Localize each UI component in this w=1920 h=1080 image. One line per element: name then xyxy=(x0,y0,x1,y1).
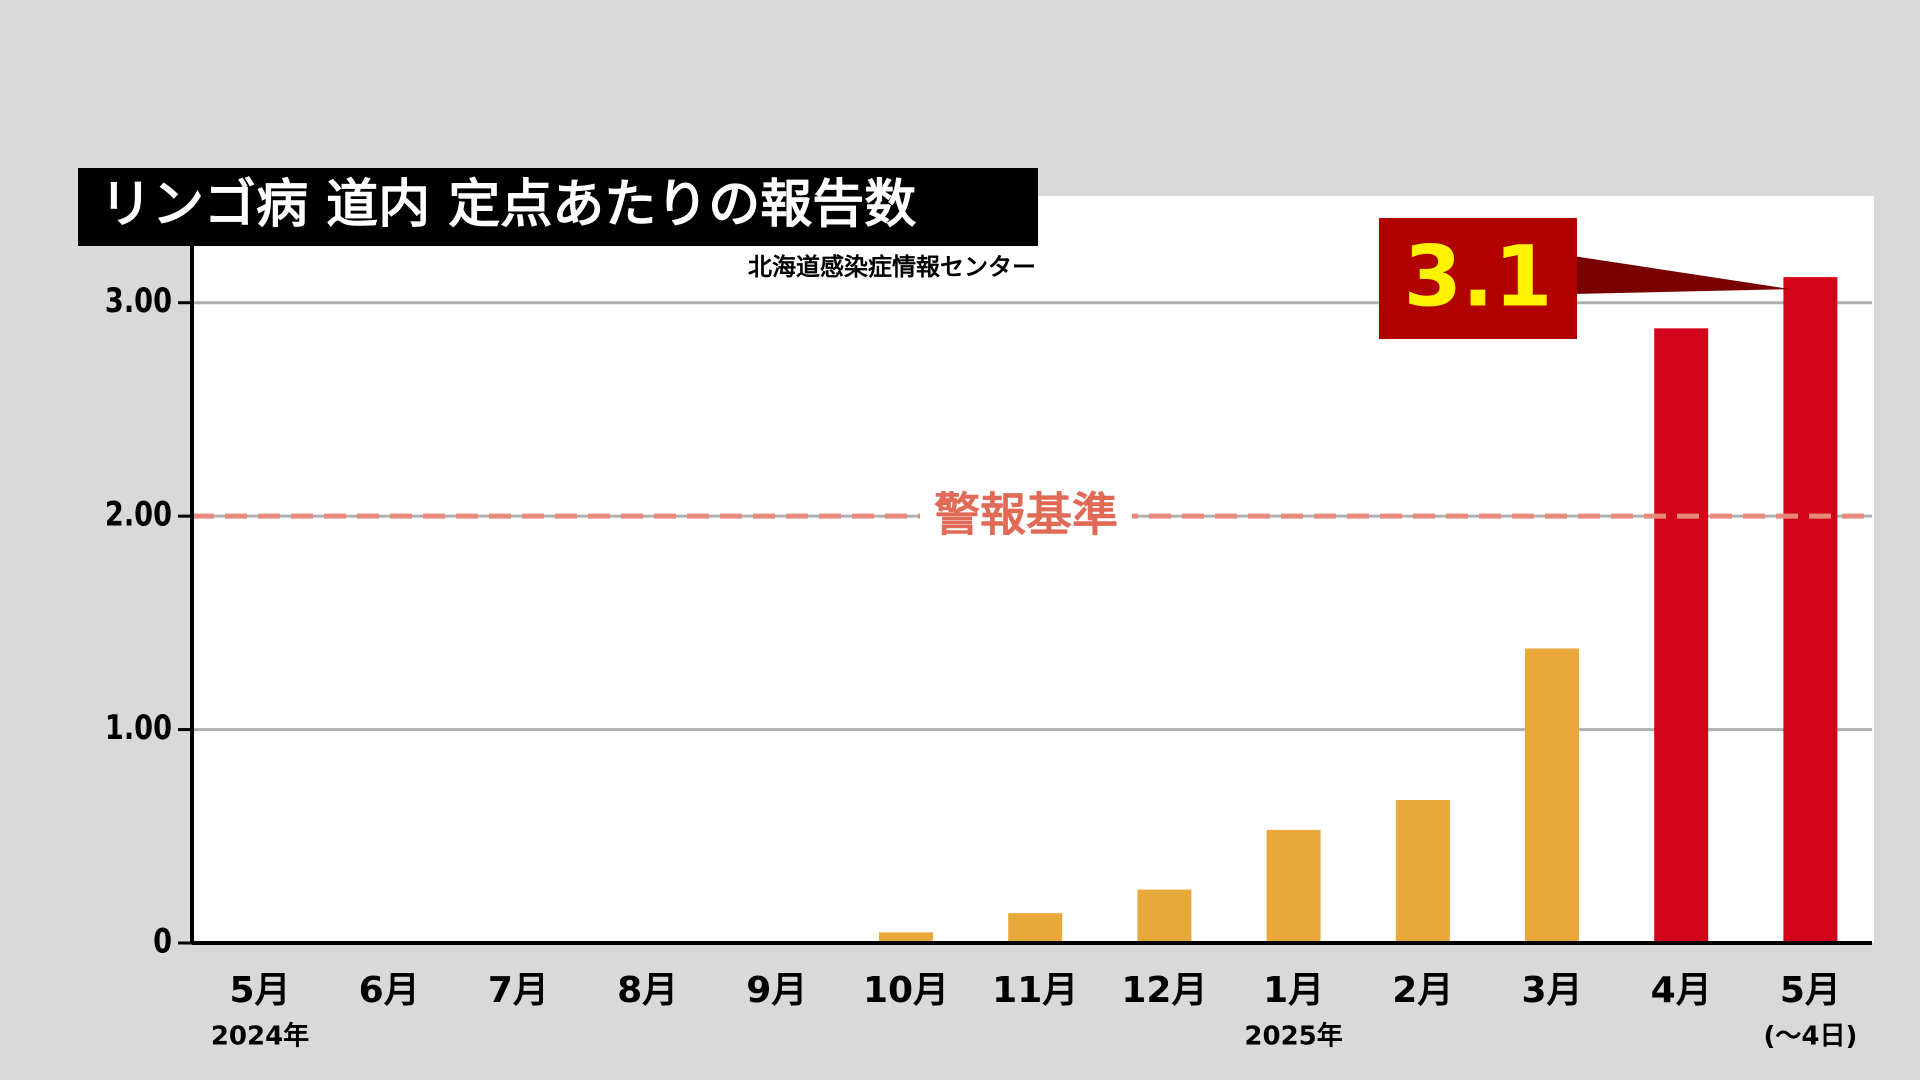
y-tick-label: 0 xyxy=(153,921,172,961)
x-sublabel: 2024年 xyxy=(211,1021,309,1052)
bar xyxy=(1008,913,1063,943)
bar xyxy=(1137,889,1192,943)
x-tick-label: 1月 xyxy=(1263,970,1324,1011)
callout-pointer xyxy=(1573,256,1791,294)
x-sublabel: (〜4日) xyxy=(1763,1022,1857,1052)
y-tick-label: 2.00 xyxy=(105,495,172,535)
x-tick-label: 4月 xyxy=(1651,970,1712,1011)
x-tick-label: 5月 xyxy=(229,970,290,1011)
source: 北海道感染症情報センター xyxy=(748,253,1036,281)
bar xyxy=(1525,648,1579,943)
bar xyxy=(1783,277,1838,943)
title-box xyxy=(78,168,1038,246)
x-tick-label: 9月 xyxy=(746,970,807,1011)
x-tick-label: 8月 xyxy=(617,970,678,1011)
bar xyxy=(1266,829,1321,943)
bar xyxy=(1395,800,1450,943)
y-tick-label: 1.00 xyxy=(105,708,172,748)
reference-label-bg xyxy=(920,488,1132,545)
y-tick-label: 3.00 xyxy=(105,281,172,321)
plot-area xyxy=(192,196,1874,943)
callout-box xyxy=(1379,218,1577,339)
x-tick-label: 11月 xyxy=(992,970,1078,1011)
reference-label: 警報基準 xyxy=(934,488,1118,542)
x-tick-label: 6月 xyxy=(359,970,420,1011)
bar xyxy=(879,932,933,943)
x-tick-label: 10月 xyxy=(863,970,949,1011)
x-tick-label: 12月 xyxy=(1121,970,1207,1011)
x-tick-label: 2月 xyxy=(1392,970,1453,1011)
bar xyxy=(1654,328,1709,944)
x-sublabel: 2025年 xyxy=(1244,1021,1342,1052)
x-tick-label: 3月 xyxy=(1521,970,1582,1011)
x-tick-label: 7月 xyxy=(488,970,549,1011)
x-tick-label: 5月 xyxy=(1780,970,1841,1011)
chart-title: リンゴ病 道内 定点あたりの報告数 xyxy=(100,175,916,235)
value-label: 3.1 xyxy=(1404,227,1553,325)
